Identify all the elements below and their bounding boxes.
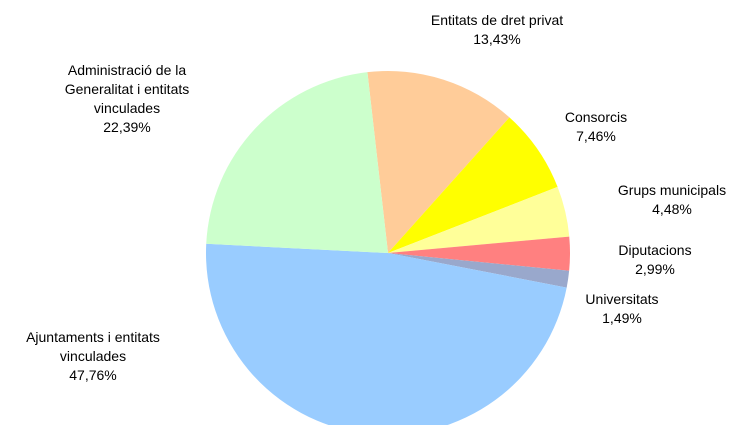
pie-slice (388, 236, 570, 271)
slice-label: Diputacions 2,99% (618, 241, 691, 279)
slice-label: Administració de la Generalitat i entita… (45, 61, 210, 137)
slice-name: Entitats de dret privat (430, 12, 564, 28)
pie-slice (388, 186, 570, 253)
slice-name: Universitats (585, 291, 659, 307)
slice-name: Grups municipals (617, 182, 727, 198)
pie-slice (206, 243, 567, 425)
slice-name: Consorcis (564, 109, 628, 125)
slice-value: 7,46% (576, 128, 616, 144)
slice-name: Administració de la Generalitat i entita… (64, 62, 190, 116)
pie-slice (388, 253, 570, 288)
pie-slice (206, 72, 388, 253)
slice-value: 22,39% (103, 119, 151, 135)
slice-label: Ajuntaments i entitats vinculades 47,76% (11, 328, 176, 385)
slice-label: Grups municipals 4,48% (618, 181, 726, 219)
slice-name: Ajuntaments i entitats vinculades (26, 329, 160, 364)
slice-label: Universitats 1,49% (585, 290, 658, 328)
pie-slice (388, 117, 558, 253)
slice-name: Diputacions (618, 242, 692, 258)
pie-slice (367, 70, 510, 253)
slice-value: 4,48% (652, 201, 692, 217)
slice-label: Consorcis 7,46% (565, 108, 627, 146)
slice-label: Entitats de dret privat 13,43% (431, 11, 563, 49)
slice-value: 2,99% (635, 261, 675, 277)
slice-value: 13,43% (473, 31, 521, 47)
slice-value: 1,49% (602, 310, 642, 326)
slice-value: 47,76% (69, 367, 117, 383)
